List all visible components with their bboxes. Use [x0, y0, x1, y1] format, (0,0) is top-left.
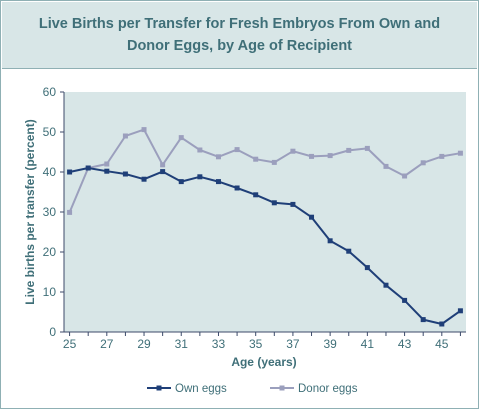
- data-point-own-eggs: [85, 165, 91, 171]
- data-point-own-eggs: [160, 169, 166, 175]
- plot-area: [64, 92, 466, 332]
- data-point-donor-eggs: [309, 153, 315, 159]
- y-tick-label: 50: [43, 125, 57, 139]
- data-point-own-eggs: [420, 317, 426, 323]
- chart-title: Live Births per Transfer for Fresh Embry…: [12, 13, 467, 57]
- data-point-donor-eggs: [364, 145, 370, 151]
- data-point-own-eggs: [271, 200, 277, 206]
- y-tick-label: 0: [49, 325, 56, 339]
- x-tick-label: 27: [100, 337, 114, 351]
- data-point-donor-eggs: [439, 153, 445, 159]
- y-tick-label: 40: [43, 165, 57, 179]
- data-point-donor-eggs: [271, 159, 277, 165]
- data-point-donor-eggs: [122, 133, 128, 139]
- legend-label: Donor eggs: [298, 383, 358, 395]
- data-point-donor-eggs: [290, 148, 296, 154]
- data-point-own-eggs: [327, 238, 333, 244]
- data-point-own-eggs: [346, 248, 352, 254]
- data-point-own-eggs: [439, 321, 445, 327]
- data-point-donor-eggs: [457, 150, 463, 156]
- data-point-own-eggs: [234, 185, 240, 191]
- data-point-own-eggs: [67, 169, 73, 175]
- data-point-own-eggs: [253, 192, 259, 198]
- series-line-own-eggs: [69, 167, 461, 325]
- title-band: Live Births per Transfer for Fresh Embry…: [2, 2, 477, 69]
- y-axis-label: Live births per transfer (percent): [23, 119, 37, 304]
- legend-swatch-marker: [279, 385, 285, 391]
- data-point-donor-eggs: [327, 153, 333, 159]
- data-point-own-eggs: [364, 265, 370, 271]
- x-tick-label: 45: [435, 337, 449, 351]
- series-own-eggs: [67, 165, 463, 327]
- y-tick-label: 30: [43, 205, 57, 219]
- data-point-own-eggs: [104, 168, 110, 174]
- x-tick-label: 39: [323, 337, 337, 351]
- x-tick-label: 29: [137, 337, 151, 351]
- legend-item-donor-eggs: Donor eggs: [270, 383, 358, 395]
- data-point-donor-eggs: [420, 160, 426, 166]
- data-point-donor-eggs: [160, 162, 166, 168]
- x-axis-label: Age (years): [231, 355, 296, 369]
- x-tick-label: 43: [398, 337, 412, 351]
- data-point-own-eggs: [383, 282, 389, 288]
- series-donor-eggs: [67, 127, 463, 215]
- data-point-own-eggs: [215, 179, 221, 185]
- data-point-donor-eggs: [253, 156, 259, 162]
- legend: Own eggs Donor eggs: [147, 383, 358, 395]
- data-point-donor-eggs: [215, 154, 221, 160]
- x-ticks: 25 27 29 31 33 35 37 39 41 43 45: [63, 332, 461, 351]
- x-tick-label: 35: [249, 337, 263, 351]
- data-point-donor-eggs: [104, 161, 110, 167]
- data-point-own-eggs: [141, 176, 147, 182]
- data-point-donor-eggs: [141, 127, 147, 133]
- y-tick-label: 60: [43, 85, 57, 99]
- x-tick-label: 41: [361, 337, 375, 351]
- data-point-donor-eggs: [178, 135, 184, 141]
- data-point-donor-eggs: [346, 147, 352, 153]
- data-point-donor-eggs: [67, 209, 73, 215]
- data-point-own-eggs: [122, 171, 128, 177]
- y-ticks: 0 10 20 30 40 50 60: [43, 85, 64, 339]
- y-tick-label: 20: [43, 245, 57, 259]
- legend-label: Own eggs: [175, 383, 227, 395]
- chart-title-line-1: Live Births per Transfer for Fresh Embry…: [38, 16, 441, 32]
- data-point-donor-eggs: [402, 173, 408, 179]
- data-point-own-eggs: [290, 201, 296, 207]
- x-tick-label: 31: [175, 337, 189, 351]
- x-tick-label: 25: [63, 337, 77, 351]
- legend-item-own-eggs: Own eggs: [147, 383, 227, 395]
- data-point-donor-eggs: [234, 147, 240, 153]
- data-point-own-eggs: [309, 214, 315, 220]
- chart-title-line-2: Donor Eggs, by Age of Recipient: [126, 38, 353, 54]
- data-point-own-eggs: [402, 297, 408, 303]
- data-point-own-eggs: [178, 179, 184, 185]
- data-point-own-eggs: [197, 174, 203, 180]
- data-point-own-eggs: [457, 308, 463, 314]
- data-point-donor-eggs: [197, 147, 203, 153]
- series-line-donor-eggs: [68, 128, 461, 213]
- data-point-donor-eggs: [383, 163, 389, 169]
- x-tick-label: 33: [212, 337, 226, 351]
- x-tick-label: 37: [286, 337, 300, 351]
- y-tick-label: 10: [43, 285, 57, 299]
- legend-swatch-marker: [156, 385, 162, 391]
- series-layer: [67, 127, 463, 327]
